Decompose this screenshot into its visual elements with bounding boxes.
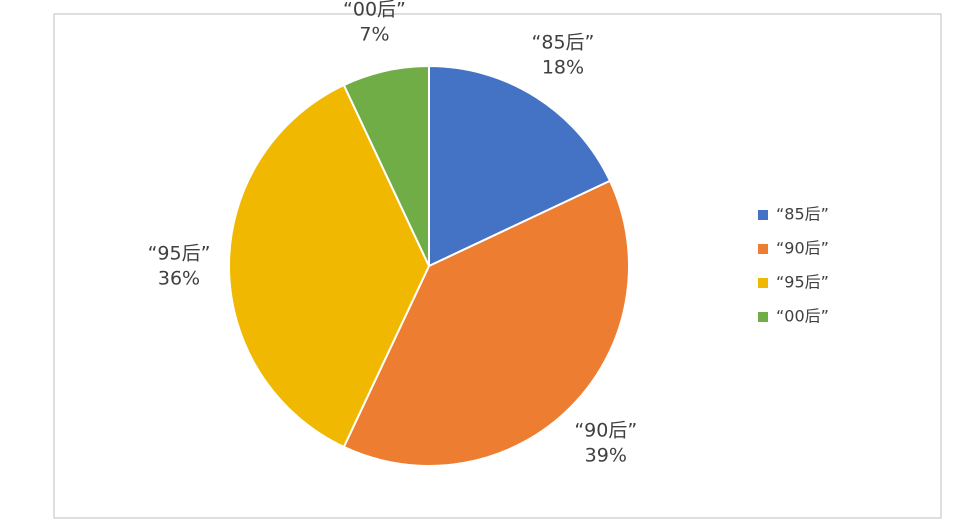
pie-slice — [228, 83, 431, 449]
legend-swatch — [758, 312, 768, 322]
legend-label: “95后” — [776, 273, 829, 292]
data-label: 7% — [359, 24, 389, 46]
data-label-category: “00后” — [343, 0, 406, 21]
data-label: 36% — [158, 268, 200, 290]
legend-label: “85后” — [776, 205, 829, 224]
legend-swatch — [758, 210, 768, 220]
data-label-category: “95后” — [148, 243, 211, 265]
pie-slice — [342, 64, 430, 267]
data-label-category: “85后” — [532, 31, 595, 53]
pie-slice — [428, 64, 612, 268]
data-label: 18% — [542, 56, 584, 78]
legend-swatch — [758, 278, 768, 288]
legend-label: “90后” — [776, 239, 829, 258]
legend-label: “00后” — [776, 307, 829, 326]
pie-slice — [342, 179, 630, 467]
data-label: 39% — [585, 444, 627, 466]
data-label-category: “90后” — [574, 419, 637, 441]
legend-swatch — [758, 244, 768, 254]
